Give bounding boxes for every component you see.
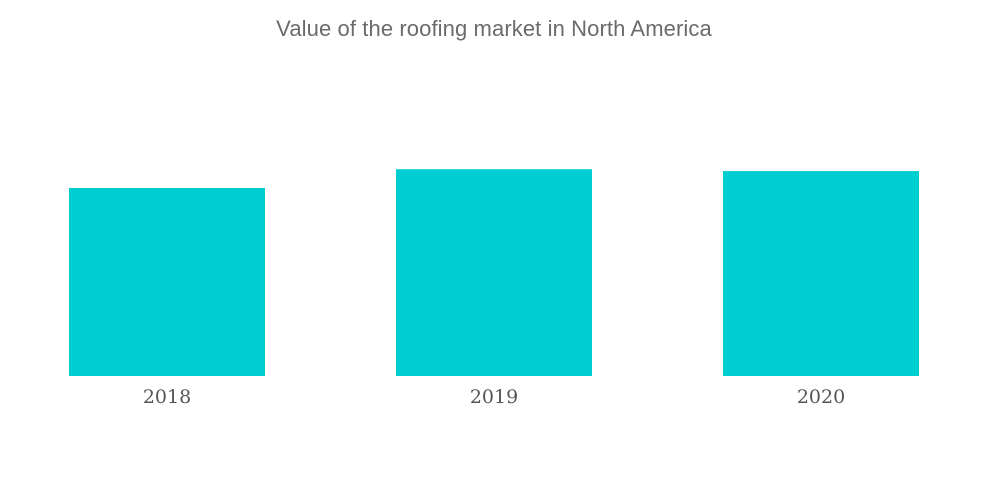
bar-2019 xyxy=(396,169,592,376)
tick-labels-group: 2018 2019 2020 xyxy=(143,386,845,408)
x-tick-label-2018: 2018 xyxy=(143,386,191,408)
bars-group xyxy=(69,169,919,376)
bar-2018 xyxy=(69,188,265,376)
x-tick-label-2019: 2019 xyxy=(470,386,518,408)
chart-title: Value of the roofing market in North Ame… xyxy=(276,16,712,41)
x-tick-label-2020: 2020 xyxy=(797,386,845,408)
bar-2020 xyxy=(723,171,919,376)
